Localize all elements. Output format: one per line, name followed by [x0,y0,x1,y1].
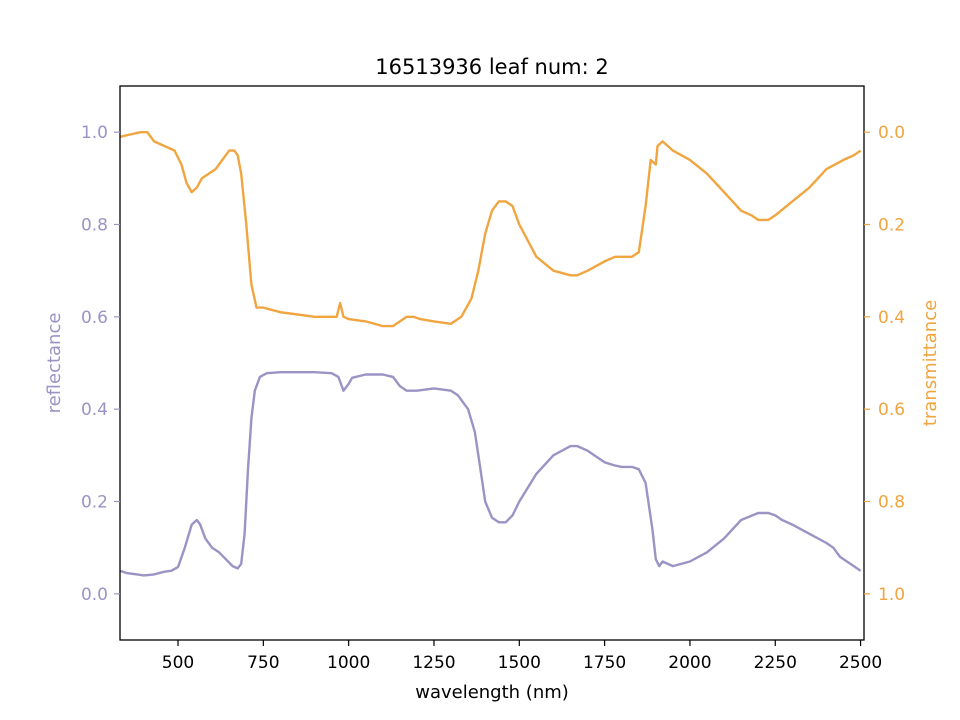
right-tick-label: 0.6 [878,400,905,420]
transmittance-series-line [119,131,862,328]
right-tick-label: 0.4 [878,308,905,328]
left-tick-label: 0.8 [81,216,108,236]
left-tick-label: 0.6 [81,308,108,328]
reflectance-series-line [119,371,862,577]
x-tick-label: 1250 [412,653,455,673]
right-tick-label: 0.2 [878,216,905,236]
left-tick-label: 1.0 [81,123,108,143]
x-tick-label: 1500 [498,653,541,673]
x-tick-label: 1000 [327,653,370,673]
right-tick-label: 0.0 [878,123,905,143]
left-tick-label: 0.2 [81,493,108,513]
left-axis-label: reflectance [44,313,65,414]
chart-title: 16513936 leaf num: 2 [375,55,608,79]
left-axis-ticks: 0.0 0.2 0.4 0.6 0.8 1.0 [81,123,120,605]
right-tick-label: 0.8 [878,493,905,513]
plot-frame [119,85,865,641]
x-tick-label: 2500 [839,653,882,673]
right-axis-label: transmittance [920,300,941,426]
series-layer [119,131,862,577]
x-tick-label: 750 [247,653,279,673]
right-axis-ticks: 0.0 0.2 0.4 0.6 0.8 1.0 [864,123,905,605]
x-tick-label: 1750 [583,653,626,673]
x-axis-ticks: 500 750 1000 1250 1500 1750 2000 2250 2500 [162,640,882,673]
left-tick-label: 0.4 [81,400,108,420]
x-tick-label: 500 [162,653,194,673]
right-tick-label: 1.0 [878,585,905,605]
x-tick-label: 2000 [668,653,711,673]
x-tick-label: 2250 [754,653,797,673]
left-tick-label: 0.0 [81,585,108,605]
x-axis-label: wavelength (nm) [415,682,569,703]
